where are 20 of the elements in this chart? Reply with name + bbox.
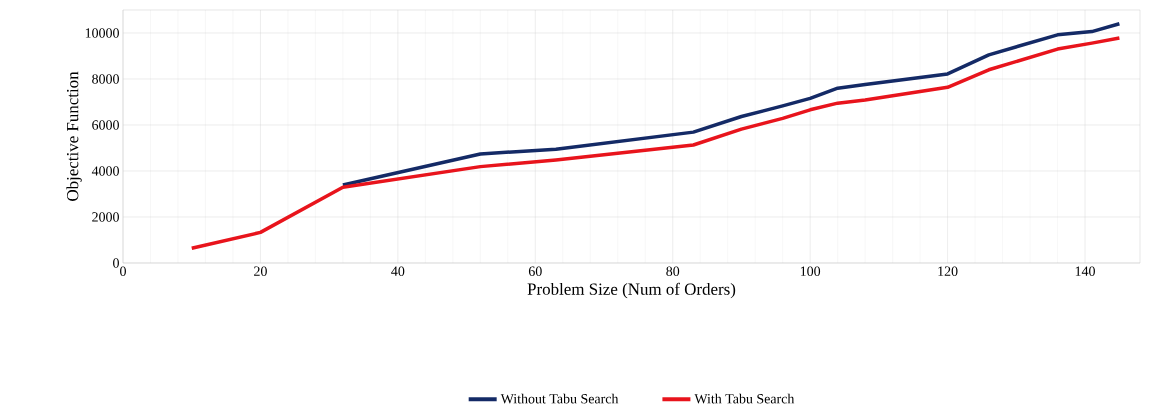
x-tick-label: 60 xyxy=(528,266,542,277)
x-tick-label: 100 xyxy=(800,266,821,277)
x-tick-label: 80 xyxy=(666,266,680,277)
x-tick-label: 0 xyxy=(120,266,126,277)
legend-label: Without Tabu Search xyxy=(500,393,619,404)
x-tick-label: 40 xyxy=(391,266,405,277)
legend-label: With Tabu Search xyxy=(694,393,795,404)
x-axis-title: Problem Size (Num of Orders) xyxy=(527,282,736,299)
y-tick-label: 8000 xyxy=(92,74,119,84)
x-tick-label: 140 xyxy=(1075,266,1095,277)
y-tick-label: 0 xyxy=(113,258,119,268)
y-tick-label: 6000 xyxy=(92,120,119,130)
line-series xyxy=(189,36,1122,251)
line-series xyxy=(341,22,1122,187)
x-tick-label: 20 xyxy=(254,266,267,277)
y-tick-label: 4000 xyxy=(91,166,119,176)
x-tick-label: 120 xyxy=(938,266,958,277)
y-axis-title: Objective Function xyxy=(66,71,82,202)
y-tick-label: 10000 xyxy=(85,28,119,38)
y-tick-label: 2000 xyxy=(92,212,119,222)
